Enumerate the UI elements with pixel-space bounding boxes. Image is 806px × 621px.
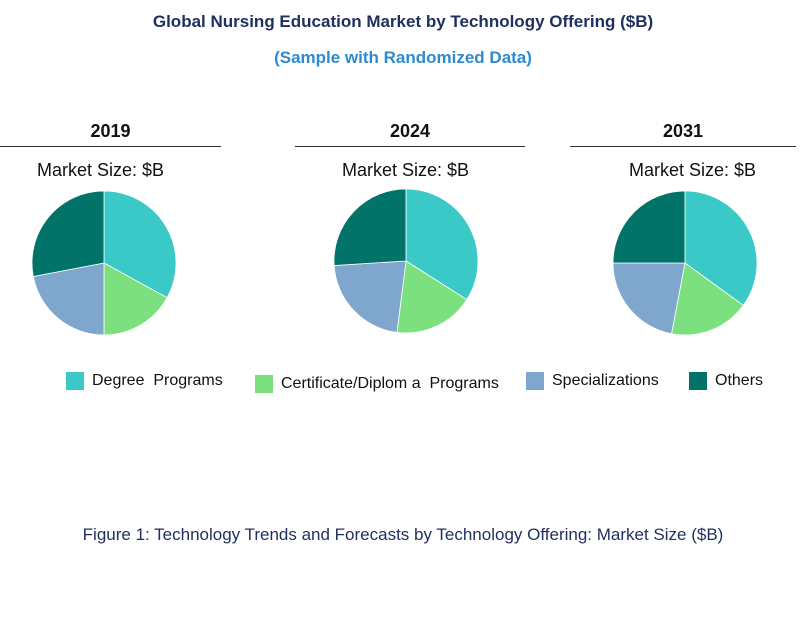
pie-slice-certificate-diploma-programs [396,260,468,334]
figure-caption: Figure 1: Technology Trends and Forecast… [82,525,724,544]
panel-divider [295,146,525,147]
legend-swatch [255,375,273,393]
legend-item: Others [689,372,763,390]
legend-label: Others [715,372,764,389]
pie-slice-certificate-diploma-programs [103,262,168,336]
pie-slice-specializations [612,262,686,335]
pie-slice-specializations [32,262,105,336]
market-size-label: Market Size: $B [37,160,165,180]
legend-item: Certificate/Diplom a Programs [255,375,499,393]
pie-slice-specializations [333,260,407,333]
pie-chart-2024 [333,188,479,334]
pie-chart-2019 [31,190,177,336]
legend-label: Certificate/Diplom a Programs [281,375,499,392]
chart-subtitle: (Sample with Randomized Data) [274,48,532,67]
legend-label: Degree Programs [92,372,223,389]
legend-item: Specializations [526,372,659,390]
market-size-label: Market Size: $B [629,160,757,180]
legend: Degree Programs Certificate/Diplom a Pro… [0,372,806,402]
legend-swatch [66,372,84,390]
panel-divider [570,146,796,147]
pie-panel-2031: 2031 Market Size: $B [570,118,796,336]
pie-chart-2031 [612,190,758,336]
legend-swatch [526,372,544,390]
legend-label: Specializations [552,372,659,389]
panel-year: 2031 [662,121,704,141]
pie-slice-others [612,190,686,264]
market-size-label: Market Size: $B [342,160,470,180]
pie-panel-2019: 2019 Market Size: $B [0,118,221,336]
chart-title: Global Nursing Education Market by Techn… [152,12,654,31]
panel-year: 2024 [389,121,431,141]
legend-swatch [689,372,707,390]
panel-divider [0,146,221,147]
pie-slice-degree-programs [684,190,758,306]
pie-slice-others [31,190,105,277]
pie-slice-degree-programs [405,188,479,301]
panel-year: 2019 [90,121,131,141]
pie-slice-others [333,188,407,266]
pie-slice-certificate-diploma-programs [671,262,744,336]
legend-item: Degree Programs [66,372,223,390]
pie-slice-degree-programs [103,190,177,299]
pie-panel-2024: 2024 Market Size: $B [295,118,525,334]
